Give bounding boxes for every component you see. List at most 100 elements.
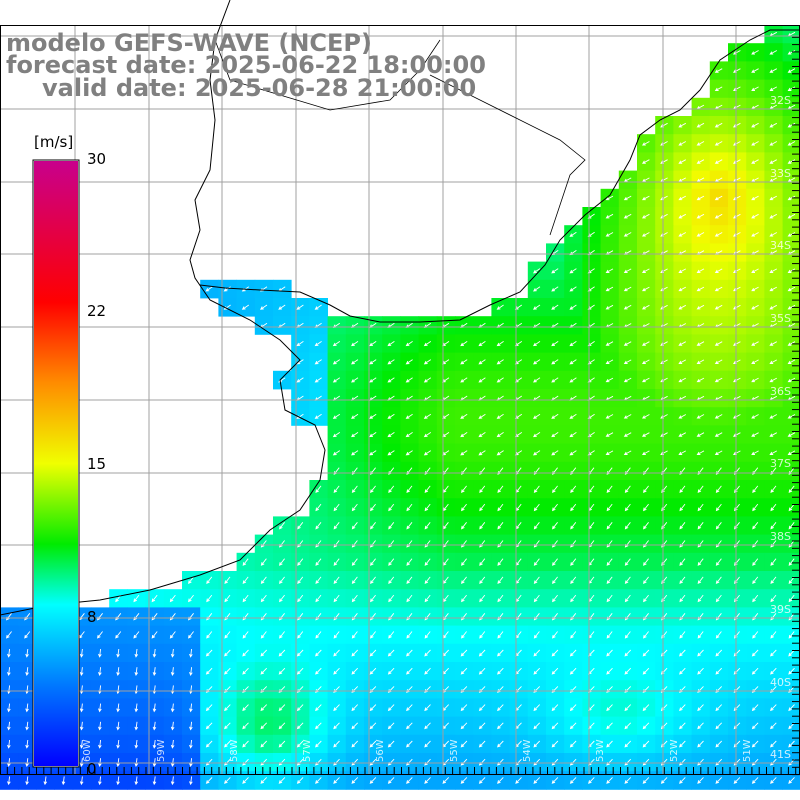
wind-arrow [714,122,723,128]
colorbar-unit: [m/s] [34,133,74,151]
wind-arrow [623,213,632,219]
wind-arrow [751,86,759,91]
wind-arrow [551,432,559,438]
wind-arrow [769,341,778,346]
wind-arrow [423,413,432,419]
wind-arrow [134,703,139,713]
wind-arrow [170,776,175,786]
wind-arrow [623,359,632,364]
wind-arrow [751,304,759,310]
wind-arrow [678,268,687,273]
wind-arrow [787,377,796,383]
border-line [214,39,586,236]
wind-arrow [406,704,413,712]
wind-arrow [424,485,431,494]
wind-arrow [478,740,486,748]
wind-arrow [643,558,649,566]
wind-arrow [624,485,631,494]
wind-arrow [351,413,359,419]
wind-arrow [25,758,29,767]
wind-arrow [223,286,231,292]
wind-arrow [224,722,231,730]
wind-arrow [406,503,413,512]
colorbar-tick-22: 22 [87,302,107,320]
wind-arrow [787,359,796,364]
wind-arrow [697,485,704,494]
wind-arrow [751,667,759,675]
wind-arrow [224,740,231,748]
wind-arrow [351,631,358,639]
wind-arrow [752,522,759,530]
wind-arrow [351,722,359,730]
wind-arrow [189,721,193,731]
wind-arrow [641,286,650,292]
wind-arrow [98,739,102,749]
wind-arrow [606,576,613,585]
wind-arrow [623,232,632,237]
wind-arrow [569,304,577,310]
wind-arrow [387,432,395,438]
wind-arrow [7,667,11,676]
wind-arrow [788,594,795,603]
wind-arrow [7,721,11,731]
wind-arrow [623,304,632,310]
wind-arrow [678,159,687,164]
wind-arrow [152,776,157,786]
wind-arrow [61,776,66,786]
wind-arrow [679,522,686,530]
wind-arrow [679,576,686,585]
wind-arrow [169,594,176,603]
wind-arrow [497,631,504,639]
wind-arrow [333,704,340,712]
wind-arrow [370,558,376,566]
wind-arrow [351,649,359,657]
wind-arrow [641,159,650,164]
wind-arrow [351,522,358,530]
lon-label-54w: 54W [522,739,533,762]
wind-arrow [606,594,613,603]
wind-arrow [623,286,632,292]
wind-arrow [697,704,704,712]
wind-arrow [296,304,304,310]
wind-arrow [351,359,359,365]
wind-arrow [296,740,304,748]
wind-arrow [478,377,486,383]
wind-arrow [189,648,193,658]
wind-arrow [787,304,796,310]
lat-label-36s: 36S [770,385,791,398]
wind-arrow [296,722,304,730]
wind-arrow [678,232,687,237]
wind-arrow [751,704,759,712]
wind-arrow [641,432,650,437]
wind-arrow [697,594,704,603]
wind-arrow [79,739,84,749]
wind-arrow [370,485,376,494]
wind-arrow [279,576,285,585]
wind-arrow [79,648,84,658]
wind-arrow [788,631,795,639]
wind-arrow [6,631,12,639]
wind-arrow [679,485,686,494]
wind-arrow [369,667,377,675]
wind-arrow [769,86,778,91]
wind-arrow [351,777,359,784]
wind-arrow [460,377,468,383]
wind-arrow [461,503,467,512]
wind-arrow [424,503,431,512]
wind-arrow [641,268,650,273]
wind-arrow [751,414,759,419]
wind-arrow [678,377,687,383]
wind-arrow [332,377,341,383]
wind-arrow [714,432,723,437]
wind-arrow [387,413,395,419]
wind-arrow [388,631,395,639]
wind-arrow [788,777,795,784]
wind-arrow [569,359,577,365]
wind-arrow [424,576,431,585]
wind-arrow [315,522,322,530]
wind-arrow [769,414,778,419]
wind-arrow [497,667,504,675]
wind-arrow [478,413,486,419]
wind-arrow [151,594,158,603]
